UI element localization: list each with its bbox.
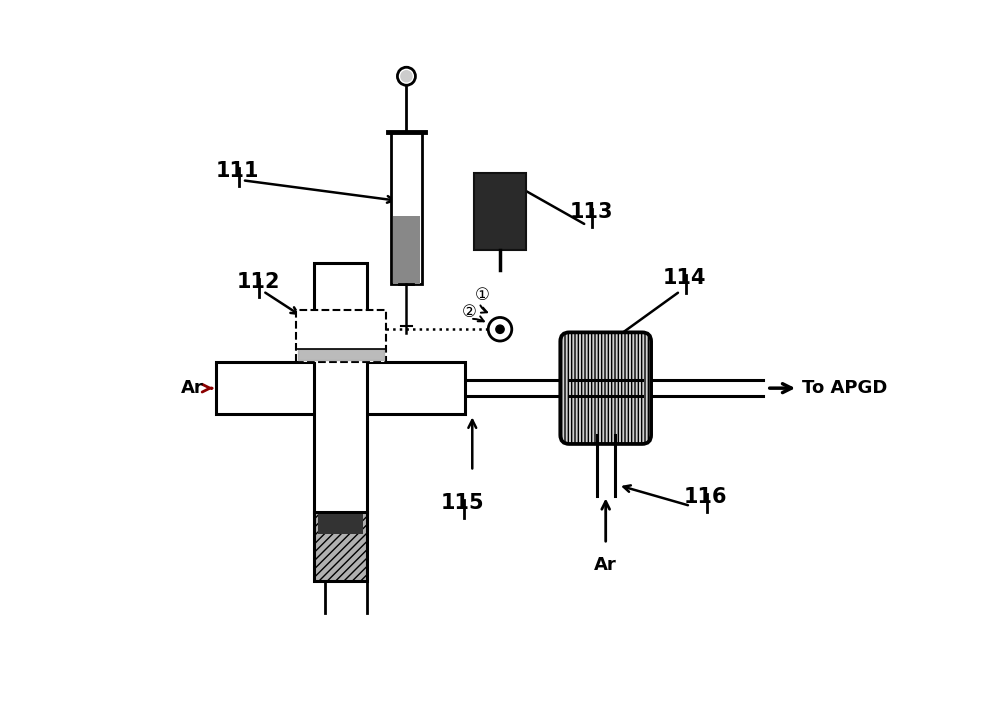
Text: 114: 114 (663, 268, 706, 288)
Bar (314, 512, 367, 581)
Text: 115: 115 (441, 493, 485, 513)
Text: ①: ① (475, 286, 490, 303)
Text: 112: 112 (237, 271, 280, 292)
Circle shape (401, 71, 412, 82)
Text: 116: 116 (684, 486, 727, 506)
Bar (296, 310, 386, 362)
Text: Ar: Ar (181, 379, 204, 397)
Text: ②: ② (461, 303, 476, 321)
Bar (393, 216, 420, 284)
Text: To APGD: To APGD (802, 379, 887, 397)
Bar (391, 132, 422, 284)
Bar (318, 514, 363, 534)
Text: 113: 113 (569, 202, 613, 222)
Bar (314, 264, 367, 513)
Bar (216, 362, 465, 414)
Text: Ar: Ar (594, 556, 617, 574)
Bar (474, 173, 526, 250)
Circle shape (496, 325, 504, 334)
FancyBboxPatch shape (560, 332, 651, 444)
Text: 111: 111 (216, 160, 259, 181)
